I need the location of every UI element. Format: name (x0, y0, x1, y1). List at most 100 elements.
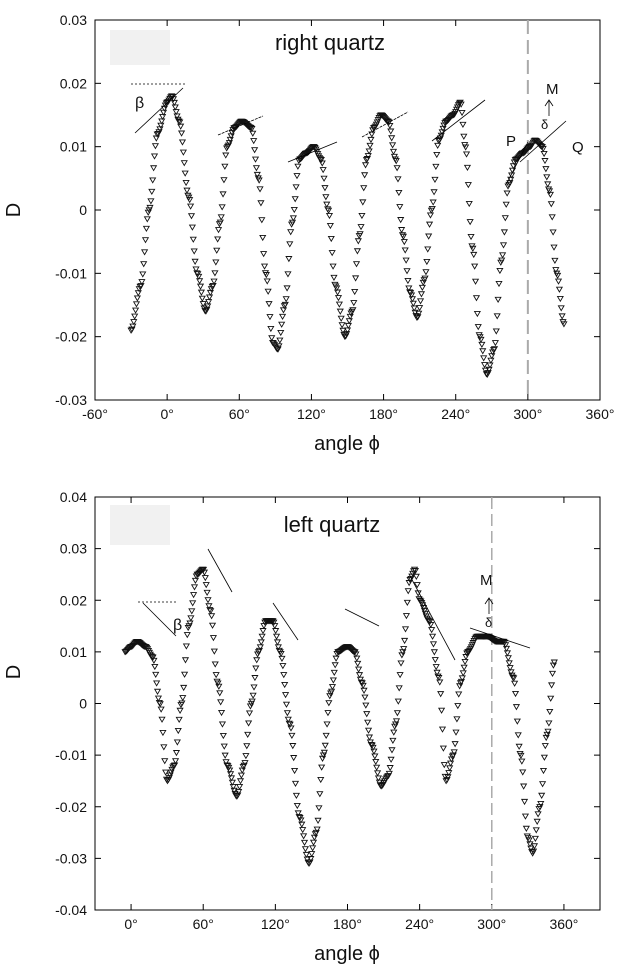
tangent-line-q (519, 120, 567, 163)
chart-title: left quartz (284, 512, 381, 537)
y-axis-label: D (3, 665, 25, 679)
data-point (285, 256, 293, 262)
data-point (291, 767, 298, 774)
data-point (353, 655, 361, 662)
data-point (478, 341, 486, 348)
data-point (181, 160, 188, 166)
y-tick-label: -0.04 (55, 902, 87, 918)
x-tick-label: 0° (124, 916, 137, 932)
data-point (325, 700, 333, 706)
data-point (273, 633, 280, 640)
data-point (182, 180, 190, 186)
data-point (362, 162, 369, 169)
data-point (267, 326, 275, 332)
data-point (321, 185, 329, 191)
y-tick-label: 0.02 (60, 592, 87, 608)
data-point (459, 670, 467, 677)
data-point (471, 263, 478, 270)
data-point (218, 710, 225, 716)
data-point (280, 307, 287, 314)
data-point (219, 721, 226, 728)
data-point (227, 136, 234, 143)
data-point (418, 291, 425, 298)
data-point (361, 694, 369, 701)
data-point (289, 743, 297, 749)
data-point (493, 313, 501, 320)
data-point (160, 744, 168, 751)
data-point (239, 767, 246, 774)
data-point (541, 754, 548, 761)
data-point (291, 206, 298, 213)
data-point (268, 335, 275, 341)
data-point (300, 833, 307, 840)
data-point (360, 185, 367, 191)
y-tick-label: 0.04 (60, 489, 87, 505)
data-point (365, 727, 372, 734)
data-point (151, 663, 159, 670)
data-point (422, 269, 430, 275)
tangent-line-peak-3 (287, 141, 338, 163)
data-point (250, 684, 258, 691)
data-point (179, 695, 187, 701)
data-point (404, 588, 412, 594)
data-point (251, 675, 259, 681)
data-point (548, 214, 556, 221)
data-point (455, 691, 462, 698)
data-point (540, 150, 548, 157)
data-point (373, 764, 380, 771)
data-point (394, 710, 401, 716)
data-point (432, 163, 440, 170)
data-point (132, 307, 139, 314)
data-point (387, 128, 395, 135)
chart-title: right quartz (275, 30, 385, 55)
y-tick-label: 0.02 (60, 75, 87, 91)
x-tick-label: 360° (586, 406, 615, 422)
data-point (463, 151, 470, 158)
data-point (184, 632, 191, 638)
data-point (440, 745, 447, 752)
x-axis-label: angle ϕ (314, 943, 380, 965)
data-point (394, 176, 402, 183)
data-point (221, 743, 228, 750)
data-point (219, 191, 227, 198)
data-point (250, 138, 257, 144)
data-point (277, 330, 285, 336)
data-point (475, 324, 482, 330)
y-tick-label: 0.01 (60, 139, 87, 155)
data-point (451, 741, 459, 747)
data-point (198, 289, 205, 296)
data-point (251, 147, 258, 153)
data-point (403, 268, 411, 274)
data-point (180, 149, 187, 156)
x-tick-label: 240° (405, 916, 434, 932)
data-point (246, 710, 253, 717)
data-point (323, 201, 331, 208)
data-point (545, 720, 553, 727)
data-point (432, 657, 439, 663)
tangent-annotations (138, 548, 531, 661)
data-point (537, 800, 545, 807)
data-point (144, 216, 151, 223)
data-point (337, 308, 344, 315)
y-tick-label: -0.02 (55, 799, 87, 815)
data-point (175, 716, 183, 723)
x-tick-label: 300° (513, 406, 542, 422)
data-point (539, 781, 546, 787)
data-point (366, 734, 373, 741)
data-point (335, 295, 342, 301)
data-point (175, 727, 182, 734)
data-point (356, 672, 363, 678)
data-point (271, 623, 279, 629)
data-point (252, 156, 259, 163)
data-point (135, 290, 142, 296)
data-point (276, 337, 284, 344)
data-point (319, 167, 327, 173)
data-point (281, 681, 288, 688)
data-point (462, 654, 470, 660)
data-point (157, 706, 165, 713)
data-point (187, 203, 194, 210)
data-point (472, 278, 479, 285)
data-point (390, 729, 398, 736)
data-point (507, 669, 515, 676)
data-point (327, 222, 334, 229)
